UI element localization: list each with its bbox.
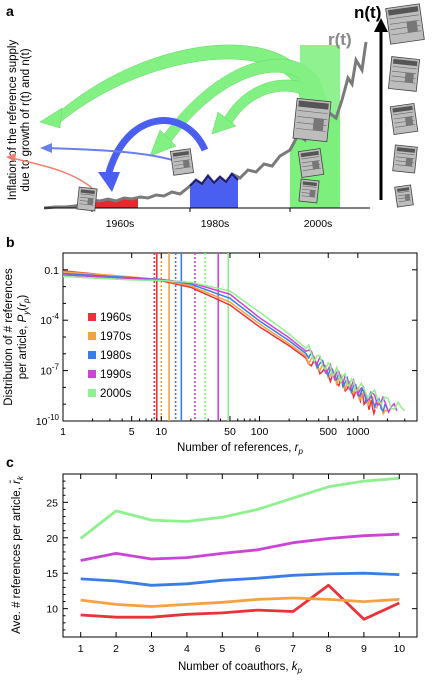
area-1980s-outline [189,172,239,187]
svg-text:per article, Py(rp): per article, Py(rp) [17,295,31,380]
n-t-arrow-head [374,18,388,32]
panel-c-plot-frame [62,473,418,638]
newspaper-icon [392,144,418,174]
panel-b-curves [62,270,406,417]
legend-swatch [88,351,96,359]
legend-swatch [88,313,96,321]
newspaper-icon [298,178,320,204]
y-tick-label: 0.1 [44,265,59,277]
decade-label-2000s: 2000s [304,218,333,230]
x-tick-label: 5 [129,426,135,438]
panel-c-xlabel: Number of coauthors, kp [178,661,303,675]
legend-swatch [88,332,96,340]
panel-b: b 1 5 10 50 100 500 1000 0.1 10-4 10-7 10-10 1960s… [3,234,418,456]
y-tick-label: 15 [46,568,58,580]
panel-c-ylabel: Ave. # references per article, r̄k [10,475,25,634]
panel-c: c 1 2 3 4 5 6 7 8 9 10 10 15 20 25 Number of coauthor… [6,454,418,675]
panel-b-ylabel: Distribution of # references per article… [3,268,31,406]
x-tick-label: 10 [393,643,405,655]
r-t-label: r(t) [328,30,352,49]
x-tick-label: 8 [326,643,332,655]
newspaper-icon [387,56,421,92]
newspaper-icon [169,148,195,176]
series-line-1960s [80,583,400,621]
x-tick-label: 50 [224,426,236,438]
y-tick-label: 20 [46,533,58,545]
x-tick-label: 2 [113,643,119,655]
panel-a: a Inflation of the reference supply due … [6,3,425,230]
y-tick-label: 10-10 [36,413,60,428]
newspaper-icon [292,97,332,143]
panel-a-ylabel-line1: Inflation of the reference supply [7,40,19,201]
legend-swatch [88,370,96,378]
x-tick-label: 1 [78,643,84,655]
series-line-1980s [80,571,400,587]
panel-c-label: c [6,454,14,470]
series-line-2000s [79,476,400,540]
panel-a-label: a [6,3,14,19]
panel-a-ylabel-line2: due to growth of r(t) and n(t) [20,48,32,191]
decade-label-1960s: 1960s [106,218,135,230]
x-tick-label: 6 [255,643,261,655]
x-tick-label: 10 [155,426,167,438]
legend-label: 1970s [100,331,132,343]
svg-text:Ave. # references per article,: Ave. # references per article, r̄k [10,475,25,634]
series-curve-2000s [62,275,406,412]
x-tick-label: 7 [290,643,296,655]
x-tick-label: 9 [361,643,367,655]
newspaper-icon [385,3,425,45]
x-tick-label: 3 [149,643,155,655]
newspaper-icon [76,186,98,212]
x-tick-label: 4 [184,643,190,655]
newspaper-icon [394,184,414,208]
newspaper-icons [76,3,425,212]
n-t-label: n(t) [354,3,381,22]
legend-label: 1960s [100,312,132,324]
x-tick-label: 1000 [346,426,370,438]
series-curve-1990s [62,274,398,414]
legend-label: 2000s [100,388,132,400]
x-tick-label: 100 [251,426,269,438]
panel-b-mean-lines [153,253,230,421]
panel-c-ticks: 1 2 3 4 5 6 7 8 9 10 10 15 20 25 [46,474,417,655]
panel-b-legend: 1960s 1970s 1980s 1990s 2000s [88,312,132,400]
legend-swatch [88,389,96,397]
panel-c-curves [79,476,400,621]
legend-label: 1990s [100,369,132,381]
svg-text:Distribution of # references: Distribution of # references [3,268,15,406]
x-tick-label: 5 [219,643,225,655]
y-tick-label: 10-7 [40,363,59,378]
x-tick-label: 500 [319,426,337,438]
panel-b-ticks: 1 5 10 50 100 500 1000 0.1 10-4 10-7 10-10 [36,253,417,438]
legend-label: 1980s [100,350,132,362]
x-tick-label: 1 [60,426,66,438]
y-tick-label: 25 [46,497,58,509]
decade-label-1980s: 1980s [201,218,230,230]
newspaper-icon [389,103,419,135]
panel-b-xlabel: Number of references, rp [177,442,303,456]
series-line-1970s [80,596,400,608]
series-line-1990s [80,532,400,562]
y-tick-label: 10-4 [40,312,59,327]
y-tick-label: 10 [46,604,58,616]
panel-b-label: b [6,234,15,250]
red-arrow [6,153,93,189]
newspaper-icon [297,148,325,178]
